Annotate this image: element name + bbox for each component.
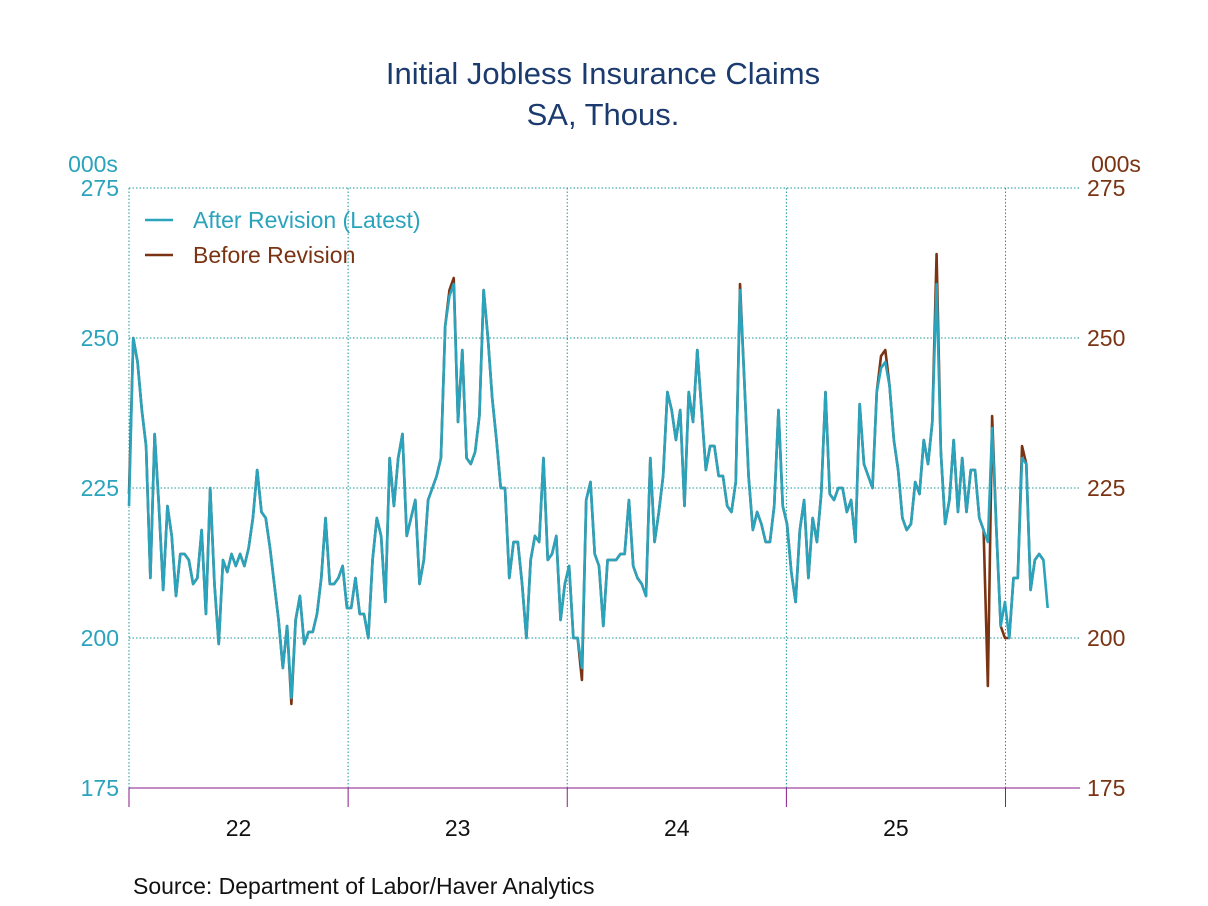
y-tick-label: 250 <box>81 325 119 351</box>
y-tick-label: 175 <box>81 775 119 801</box>
chart-title: Initial Jobless Insurance Claims <box>386 56 820 91</box>
y2-axis-label: 000s <box>1091 151 1141 177</box>
y2-tick-label: 250 <box>1087 325 1125 351</box>
x-tick-label: 22 <box>226 815 252 841</box>
y2-tick-label: 275 <box>1087 175 1125 201</box>
series-line <box>127 252 1045 706</box>
chart-subtitle: SA, Thous. <box>527 97 680 132</box>
legend-label: Before Revision <box>193 242 355 268</box>
y2-tick-label: 225 <box>1087 475 1125 501</box>
y2-tick-label: 200 <box>1087 625 1125 651</box>
x-tick-label: 23 <box>445 815 471 841</box>
y-tick-label: 275 <box>81 175 119 201</box>
y2-tick-label: 175 <box>1087 775 1125 801</box>
y-tick-label: 200 <box>81 625 119 651</box>
legend-label: After Revision (Latest) <box>193 207 421 233</box>
y-tick-label: 225 <box>81 475 119 501</box>
x-tick-label: 24 <box>664 815 690 841</box>
x-tick-label: 25 <box>883 815 909 841</box>
series-line <box>127 282 1049 700</box>
y-axis-label: 000s <box>68 151 118 177</box>
source-note: Source: Department of Labor/Haver Analyt… <box>133 873 595 899</box>
